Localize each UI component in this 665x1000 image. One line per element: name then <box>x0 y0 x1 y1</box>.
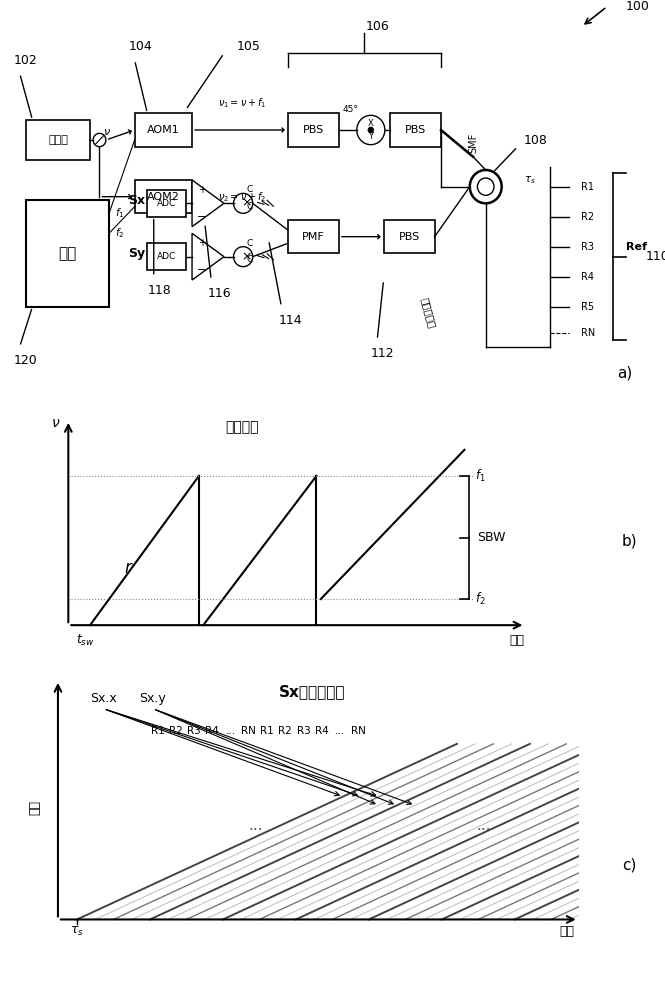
Text: 解调: 解调 <box>59 246 76 261</box>
Text: Sy: Sy <box>128 247 146 260</box>
Text: PBS: PBS <box>398 232 420 242</box>
Text: AOM1: AOM1 <box>147 125 180 135</box>
Text: 114: 114 <box>278 314 302 326</box>
Text: C: C <box>247 239 253 248</box>
Text: 104: 104 <box>128 40 152 53</box>
Bar <box>26 200 109 307</box>
Text: 108: 108 <box>524 133 548 146</box>
Text: R4: R4 <box>581 272 595 282</box>
Polygon shape <box>192 233 224 280</box>
Text: $t_{sw}$: $t_{sw}$ <box>76 633 95 648</box>
Text: ...: ... <box>248 818 263 833</box>
Text: Ref: Ref <box>626 242 647 252</box>
Text: 120: 120 <box>13 354 37 366</box>
Text: 45°: 45° <box>342 105 358 114</box>
Text: Sx: Sx <box>128 194 146 207</box>
Text: 激光器: 激光器 <box>48 135 68 145</box>
Text: ...: ... <box>225 726 235 736</box>
Text: $\nu$: $\nu$ <box>103 127 111 137</box>
Text: $\tau_s$: $\tau_s$ <box>525 174 537 186</box>
Text: 116: 116 <box>208 287 231 300</box>
Bar <box>26 120 90 160</box>
Text: $f_1$: $f_1$ <box>116 206 125 220</box>
Text: 频率调制: 频率调制 <box>225 420 259 434</box>
Text: b): b) <box>622 533 637 548</box>
Text: 时间: 时间 <box>560 925 575 938</box>
Text: $\nu$: $\nu$ <box>51 416 60 430</box>
Text: Sx.x: Sx.x <box>90 692 117 705</box>
Text: $f_1$: $f_1$ <box>475 468 486 484</box>
Text: ...: ... <box>581 295 593 305</box>
Text: R2: R2 <box>169 726 183 736</box>
Bar <box>134 113 192 147</box>
Bar <box>148 243 186 270</box>
Text: R5: R5 <box>581 302 595 312</box>
Text: 118: 118 <box>148 284 171 296</box>
Text: C: C <box>247 186 253 194</box>
Bar <box>390 113 441 147</box>
Text: 时间: 时间 <box>509 634 524 647</box>
Text: 拍频: 拍频 <box>29 800 42 815</box>
Text: c): c) <box>622 858 636 873</box>
Text: Sx.y: Sx.y <box>140 692 166 705</box>
Text: r: r <box>125 559 132 577</box>
Bar <box>384 220 435 253</box>
Text: ...: ... <box>476 818 491 833</box>
Text: Y: Y <box>368 132 373 141</box>
Bar <box>288 113 339 147</box>
Text: AOM2: AOM2 <box>147 192 180 202</box>
Text: $\nu_2 = \nu + f_2$: $\nu_2 = \nu + f_2$ <box>217 190 266 204</box>
Text: PBS: PBS <box>303 125 324 135</box>
Text: SMF: SMF <box>468 133 478 153</box>
Text: R3: R3 <box>581 242 595 252</box>
Text: SBW: SBW <box>477 531 506 544</box>
Text: ADC: ADC <box>157 252 176 261</box>
Text: Sx接收器信号: Sx接收器信号 <box>279 684 346 699</box>
Text: R3: R3 <box>187 726 201 736</box>
Text: PBS: PBS <box>405 125 426 135</box>
Text: R1: R1 <box>151 726 164 736</box>
Bar <box>134 180 192 213</box>
Text: $\tau_s$: $\tau_s$ <box>70 925 84 938</box>
Text: $f_2$: $f_2$ <box>116 226 125 240</box>
Text: 110: 110 <box>645 250 665 263</box>
Text: 112: 112 <box>371 347 394 360</box>
Text: 102: 102 <box>13 53 37 66</box>
Text: C: C <box>247 255 253 264</box>
Text: +: + <box>198 238 205 248</box>
Text: +: + <box>198 185 205 195</box>
Text: 仪器传感列: 仪器传感列 <box>420 297 437 330</box>
Text: $\times$: $\times$ <box>241 250 251 263</box>
Text: PMF: PMF <box>302 232 325 242</box>
Bar <box>288 220 339 253</box>
Polygon shape <box>192 180 224 227</box>
Text: −: − <box>197 212 206 222</box>
Text: ...: ... <box>335 726 345 736</box>
Text: X: X <box>368 119 374 128</box>
Text: RN: RN <box>350 726 366 736</box>
Text: $f_2$: $f_2$ <box>475 591 486 607</box>
Text: R2: R2 <box>581 212 595 222</box>
Text: R4: R4 <box>205 726 219 736</box>
Text: $\nu_1 = \nu + f_1$: $\nu_1 = \nu + f_1$ <box>217 96 266 110</box>
Text: R4: R4 <box>315 726 329 736</box>
Text: R1: R1 <box>581 182 595 192</box>
Bar <box>148 190 186 217</box>
Text: 100: 100 <box>626 0 650 13</box>
Text: 105: 105 <box>237 40 261 53</box>
Text: −: − <box>197 265 206 275</box>
Text: ADC: ADC <box>157 199 176 208</box>
Text: 106: 106 <box>365 20 389 33</box>
Text: C: C <box>247 202 253 211</box>
Text: R3: R3 <box>297 726 311 736</box>
Text: R1: R1 <box>260 726 274 736</box>
Text: RN: RN <box>241 726 256 736</box>
Circle shape <box>368 127 374 133</box>
Text: a): a) <box>617 366 632 381</box>
Text: RN: RN <box>581 328 596 338</box>
Text: $\times$: $\times$ <box>241 197 251 210</box>
Text: R2: R2 <box>279 726 292 736</box>
